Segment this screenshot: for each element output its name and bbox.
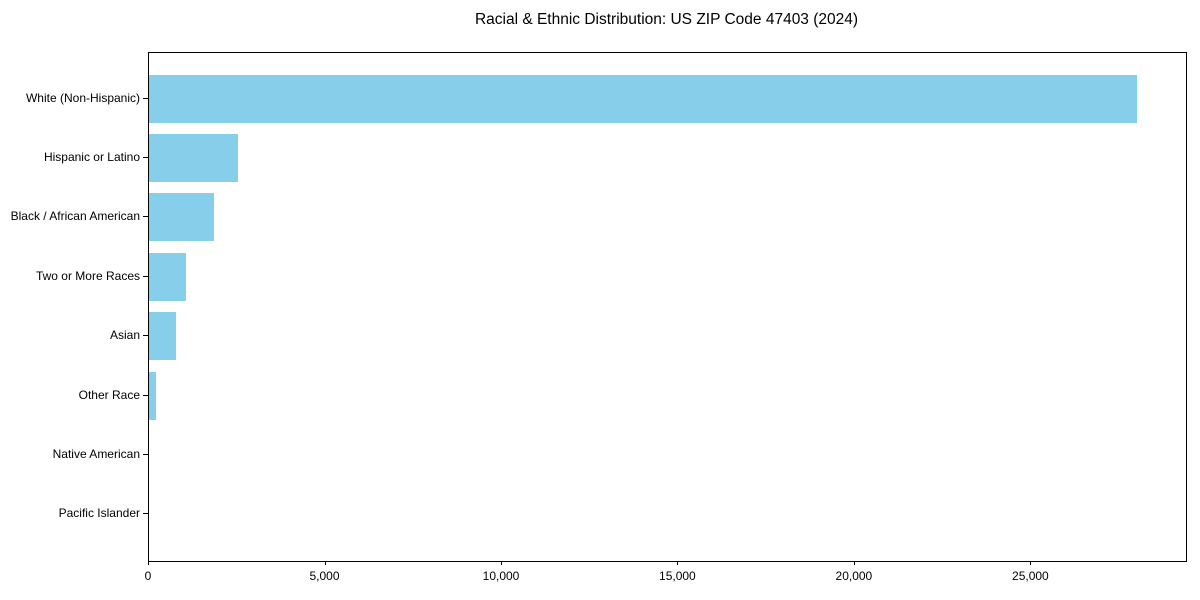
x-tick-label: 5,000 bbox=[309, 569, 340, 583]
y-tick-mark bbox=[143, 156, 148, 158]
y-tick-label: Pacific Islander bbox=[58, 506, 140, 521]
y-tick-mark bbox=[143, 216, 148, 218]
x-tick-label: 25,000 bbox=[1012, 569, 1049, 583]
bar-asian bbox=[149, 312, 176, 361]
bar-two-or-more-races bbox=[149, 252, 187, 301]
y-tick-mark bbox=[143, 97, 148, 99]
plot-area bbox=[148, 52, 1187, 562]
y-tick-label: Other Race bbox=[78, 387, 140, 402]
y-tick-mark bbox=[143, 335, 148, 337]
bar-white-non-hispanic bbox=[149, 74, 1138, 123]
bar-hispanic-or-latino bbox=[149, 133, 238, 182]
bar-other-race bbox=[149, 371, 157, 420]
x-tick-mark bbox=[1030, 561, 1032, 565]
x-tick-label: 10,000 bbox=[482, 569, 520, 583]
bar-black-african-american bbox=[149, 193, 214, 242]
x-tick-mark bbox=[853, 561, 855, 565]
x-tick-label: 20,000 bbox=[835, 569, 873, 583]
y-tick-mark bbox=[143, 513, 148, 515]
y-tick-label: Hispanic or Latino bbox=[43, 149, 140, 164]
y-tick-label: White (Non-Hispanic) bbox=[25, 90, 140, 105]
x-tick-label: 15,000 bbox=[659, 569, 696, 583]
x-tick-mark bbox=[501, 561, 502, 565]
chart-title: Racial & Ethnic Distribution: US ZIP Cod… bbox=[474, 11, 859, 28]
x-tick-mark bbox=[148, 561, 149, 565]
x-tick-label: 0 bbox=[144, 569, 152, 583]
x-tick-mark bbox=[324, 561, 326, 565]
y-tick-label: Asian bbox=[109, 328, 140, 343]
y-tick-label: Two or More Races bbox=[35, 268, 140, 283]
y-tick-mark bbox=[143, 275, 148, 277]
x-tick-mark bbox=[677, 561, 679, 565]
y-tick-mark bbox=[143, 453, 148, 455]
y-tick-label: Native American bbox=[52, 446, 140, 461]
y-tick-mark bbox=[143, 394, 148, 396]
y-tick-label: Black / African American bbox=[10, 209, 140, 224]
